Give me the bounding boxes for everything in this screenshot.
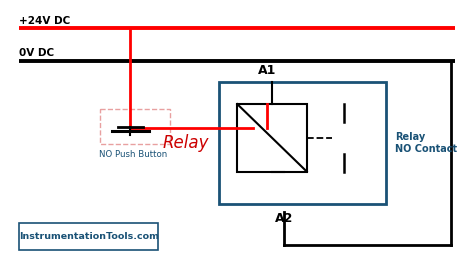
Text: 0V DC: 0V DC bbox=[19, 48, 54, 58]
Text: Relay
NO Contact: Relay NO Contact bbox=[395, 132, 457, 154]
Bar bbox=[237, 104, 307, 172]
Text: A1: A1 bbox=[258, 64, 277, 77]
Text: NO Push Button: NO Push Button bbox=[99, 150, 167, 159]
Text: A2: A2 bbox=[274, 212, 293, 225]
Bar bbox=[19, 223, 158, 250]
Bar bbox=[100, 109, 170, 144]
Text: +24V DC: +24V DC bbox=[19, 16, 70, 26]
Text: Relay: Relay bbox=[163, 134, 210, 152]
Bar bbox=[219, 82, 386, 204]
Text: InstrumentationTools.com: InstrumentationTools.com bbox=[19, 232, 159, 241]
